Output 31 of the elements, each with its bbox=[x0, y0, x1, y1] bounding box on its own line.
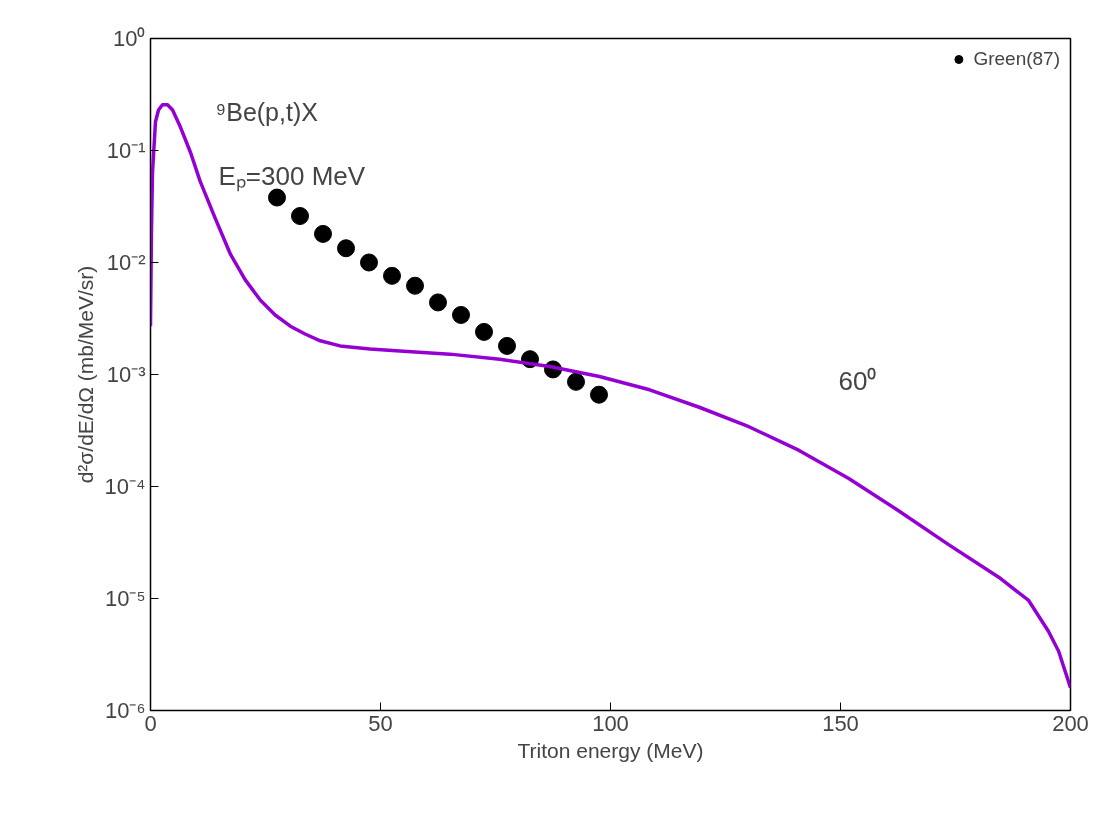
point bbox=[452, 305, 470, 324]
point bbox=[590, 385, 608, 404]
annotation: Eₚ=300 MeV bbox=[218, 160, 366, 192]
annotation: 60⁰ bbox=[838, 365, 877, 396]
point bbox=[314, 224, 332, 243]
point bbox=[291, 207, 309, 226]
point bbox=[360, 253, 378, 272]
point bbox=[406, 276, 424, 295]
annotation: ⁹Be(p,t)X bbox=[215, 97, 319, 126]
x-tick-label: 150 bbox=[822, 710, 859, 736]
x-tick-label: 100 bbox=[592, 710, 629, 736]
y-tick-label: 10⁰ bbox=[113, 26, 146, 51]
point bbox=[498, 336, 516, 355]
x-tick-label: 200 bbox=[1052, 710, 1089, 736]
point bbox=[337, 239, 355, 258]
y-tick-label: 10⁻² bbox=[106, 250, 146, 275]
legend-label: Green(87) bbox=[973, 48, 1060, 70]
y-axis-title: d²σ/dE/dΩ (mb/MeV/sr) bbox=[73, 265, 97, 484]
point bbox=[475, 322, 493, 341]
point bbox=[383, 266, 401, 285]
point bbox=[567, 372, 585, 391]
point bbox=[429, 293, 447, 312]
y-tick-label: 10⁻⁵ bbox=[104, 586, 146, 611]
y-tick-label: 10⁻¹ bbox=[106, 138, 146, 163]
y-tick-label: 10⁻⁶ bbox=[104, 698, 146, 723]
y-tick-label: 10⁻⁴ bbox=[104, 474, 146, 499]
x-tick-label: 50 bbox=[368, 710, 393, 736]
x-axis-title: Triton energy (MeV) bbox=[517, 738, 704, 762]
y-tick-label: 10⁻³ bbox=[106, 362, 146, 387]
line-series bbox=[150, 103, 1071, 690]
x-tick-label: 0 bbox=[144, 710, 157, 736]
